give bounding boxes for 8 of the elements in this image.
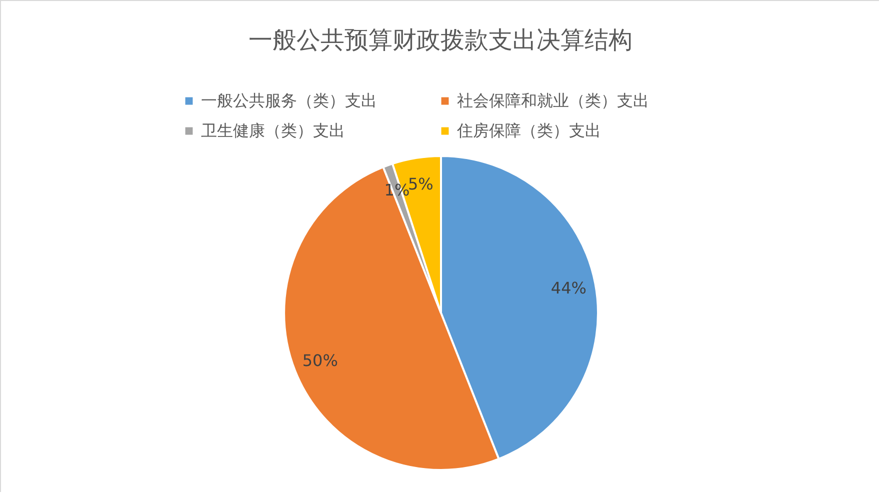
chart-title: 一般公共预算财政拨款支出决算结构 (248, 26, 632, 54)
legend-label: 一般公共服务（类）支出 (201, 91, 377, 110)
data-label: 5% (408, 174, 434, 194)
data-label: 50% (302, 350, 338, 370)
legend-label: 住房保障（类）支出 (456, 121, 601, 140)
legend-label: 社会保障和就业（类）支出 (457, 91, 649, 110)
data-label: 44% (550, 278, 586, 298)
legend-label: 卫生健康（类）支出 (201, 121, 345, 140)
